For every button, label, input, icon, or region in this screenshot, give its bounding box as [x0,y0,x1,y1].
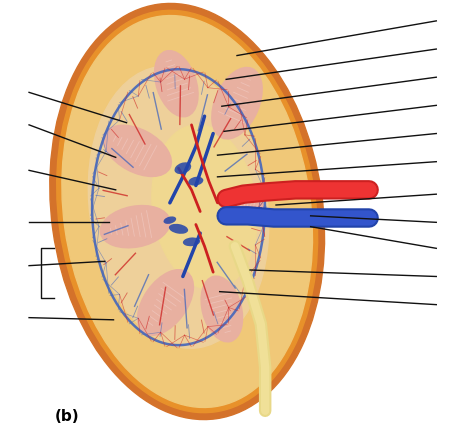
Ellipse shape [152,125,257,290]
Ellipse shape [62,16,312,408]
Ellipse shape [88,66,269,348]
Ellipse shape [50,3,325,419]
Ellipse shape [183,238,200,246]
Ellipse shape [201,276,243,342]
Ellipse shape [174,162,191,174]
Text: (b): (b) [55,409,80,424]
Ellipse shape [169,224,188,234]
Ellipse shape [155,51,198,117]
Ellipse shape [137,269,193,335]
Ellipse shape [53,7,321,416]
Ellipse shape [103,125,172,177]
Ellipse shape [212,68,262,139]
Ellipse shape [164,216,176,224]
Ellipse shape [188,177,203,186]
Ellipse shape [226,195,265,219]
Ellipse shape [57,10,318,412]
Ellipse shape [100,205,170,248]
Ellipse shape [60,14,314,409]
